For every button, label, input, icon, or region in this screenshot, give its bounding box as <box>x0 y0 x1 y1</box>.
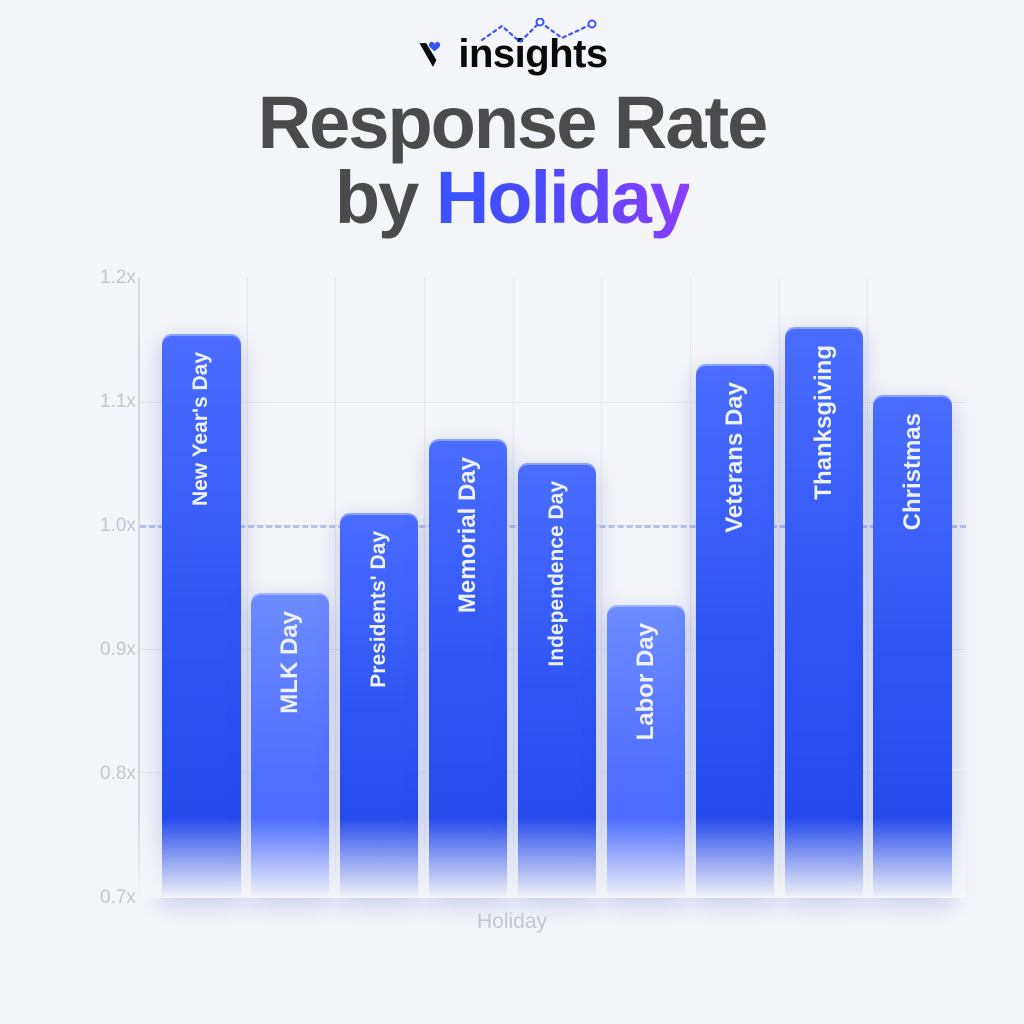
bar: New Year's Day <box>162 334 240 896</box>
bar-slot: MLK Day <box>247 278 334 896</box>
logo: insights <box>416 32 607 77</box>
y-tick-label: 1.1x <box>100 391 134 413</box>
bar: Christmas <box>873 395 951 896</box>
y-tick-label: 0.9x <box>100 639 134 661</box>
bar: Memorial Day <box>429 439 507 896</box>
bar-slot: Veterans Day <box>691 278 778 896</box>
bars-container: New Year's Day MLK Day Presidents' Day Memo… <box>158 278 956 896</box>
bar-slot: Memorial Day <box>425 278 512 896</box>
bar: MLK Day <box>251 593 329 896</box>
page-title: Response Rate by Holiday <box>48 85 976 236</box>
bar-slot: Labor Day <box>602 278 689 896</box>
header: insights Response Rate by Holiday <box>48 32 976 236</box>
y-tick-label: 1.0x <box>100 515 134 537</box>
bar-label: Labor Day <box>632 623 660 740</box>
title-accent: Holiday <box>436 156 689 239</box>
bar-slot: Independence Day <box>514 278 601 896</box>
y-tick-label: 0.8x <box>100 763 134 785</box>
bar-label: Thanksgiving <box>810 345 838 500</box>
bar-label: Memorial Day <box>454 457 482 613</box>
title-line2: by Holiday <box>48 160 976 235</box>
logo-squiggle-icon <box>480 18 600 48</box>
gridline-h <box>140 896 966 897</box>
bar-slot: Presidents' Day <box>336 278 423 896</box>
title-by: by <box>335 156 436 239</box>
bar: Labor Day <box>607 605 685 895</box>
y-tick-label: 1.2x <box>100 267 134 289</box>
logo-mark-icon <box>416 38 450 72</box>
bar-chart: 1.0x = Avg. response rate (non-holiday) … <box>48 278 976 958</box>
bar: Thanksgiving <box>785 327 863 896</box>
bar-slot: Thanksgiving <box>780 278 867 896</box>
x-axis-label: Holiday <box>48 910 976 934</box>
plot-area: New Year's Day MLK Day Presidents' Day Memo… <box>138 278 966 898</box>
y-tick-label: 0.7x <box>100 887 134 909</box>
bar-slot: New Year's Day <box>158 278 245 896</box>
bar-label: MLK Day <box>276 611 304 714</box>
bar-label: Presidents' Day <box>367 531 391 688</box>
title-line1: Response Rate <box>48 85 976 160</box>
bar: Presidents' Day <box>340 513 418 896</box>
bar-label: New Year's Day <box>189 352 213 506</box>
bar-label: Christmas <box>899 413 927 530</box>
bar-label: Veterans Day <box>721 382 749 533</box>
bar: Independence Day <box>518 463 596 896</box>
bar-slot: Christmas <box>869 278 956 896</box>
bar: Veterans Day <box>696 364 774 895</box>
bar-label: Independence Day <box>545 481 569 667</box>
